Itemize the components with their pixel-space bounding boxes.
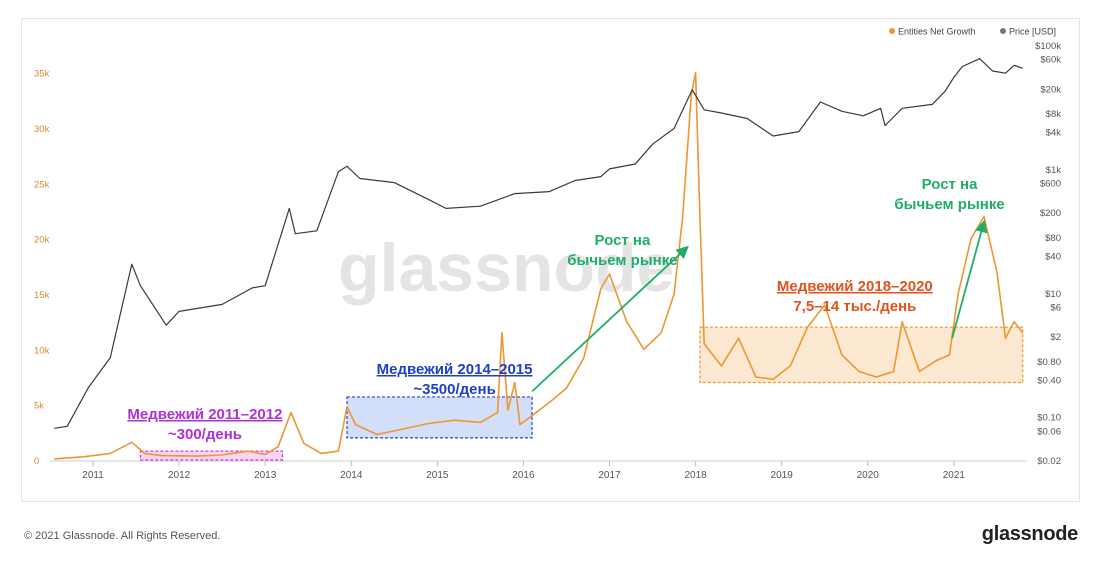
y-right-tick-label: $6 — [1050, 303, 1061, 314]
y-left-tick-label: 15k — [34, 290, 50, 301]
y-right-tick-label: $8k — [1046, 109, 1062, 120]
y-left-tick-label: 30k — [34, 124, 50, 135]
bear-2011-line1: Медвежий 2011–2012 — [127, 406, 282, 423]
arrow-2021 — [951, 219, 988, 339]
y-right-tick-label: $0.02 — [1037, 456, 1061, 467]
y-right-tick-label: $2 — [1050, 332, 1061, 343]
y-right-tick-label: $600 — [1040, 179, 1061, 190]
y-left-tick-label: 25k — [34, 179, 50, 190]
y-right-tick-label: $20k — [1040, 84, 1061, 95]
y-left-tick-label: 5k — [34, 401, 44, 412]
x-tick-label: 2013 — [254, 470, 277, 481]
y-right-tick-label: $4k — [1046, 128, 1062, 139]
x-tick-label: 2015 — [426, 470, 449, 481]
watermark-text: glassnode — [338, 230, 674, 306]
y-right-tick-label: $0.80 — [1037, 357, 1061, 368]
bull-2017-line1: Рост на — [594, 232, 651, 249]
x-tick-label: 2012 — [168, 470, 191, 481]
y-right-tick-label: $80 — [1045, 233, 1061, 244]
y-right-tick-label: $40 — [1045, 252, 1061, 263]
x-tick-label: 2016 — [512, 470, 535, 481]
x-tick-label: 2011 — [82, 470, 104, 481]
x-tick-label: 2019 — [771, 470, 794, 481]
bear-2011-line2: ~300/день — [168, 426, 242, 443]
copyright-text: © 2021 Glassnode. All Rights Reserved. — [24, 530, 221, 542]
y-right-tick-label: $0.06 — [1037, 426, 1061, 437]
bull-2017-line2: бычьем рынке — [567, 252, 677, 269]
y-right-tick-label: $0.10 — [1037, 413, 1061, 424]
chart-frame: glassnode 0 5k 10k 15k 20k 25k 30k 35k $0.02 $0.06… — [21, 18, 1080, 502]
x-tick-label: 2014 — [340, 470, 363, 481]
bear-2018-line1: Медвежий 2018–2020 — [777, 278, 933, 295]
legend-label: Entities Net Growth — [898, 27, 976, 37]
x-tick-label: 2021 — [943, 470, 966, 481]
y-right-tick-label: $100k — [1035, 41, 1061, 52]
y-left-tick-label: 0 — [34, 456, 39, 467]
bull-2021-line2: бычьем рынке — [894, 196, 1004, 213]
y-right-tick-label: $60k — [1040, 55, 1061, 66]
y-right-tick-label: $0.40 — [1037, 375, 1061, 386]
y-right-tick-label: $200 — [1040, 208, 1061, 219]
chart-svg: glassnode 0 5k 10k 15k 20k 25k 30k 35k $0.02 $0.06… — [34, 27, 1062, 482]
bear-2014-line1: Медвежий 2014–2015 — [377, 361, 533, 378]
price-line — [54, 58, 1023, 429]
x-tick-label: 2017 — [598, 470, 621, 481]
box-2014 — [346, 396, 533, 439]
bear-2018-line2: 7,5–14 тыс./день — [793, 298, 916, 315]
box-2018 — [699, 326, 1024, 384]
y-right-tick-label: $10 — [1045, 289, 1061, 300]
y-right-tick-label: $1k — [1046, 165, 1062, 176]
bear-2014-line2: ~3500/день — [413, 381, 495, 398]
y-left-tick-label: 35k — [34, 69, 50, 80]
y-left-tick-label: 10k — [34, 345, 50, 356]
y-left-tick-label: 20k — [34, 235, 50, 246]
x-tick-label: 2020 — [857, 470, 880, 481]
growth-line — [54, 71, 1024, 460]
brand-logo: glassnode — [981, 523, 1079, 545]
legend-dot — [1000, 28, 1006, 34]
x-tick-label: 2018 — [684, 470, 707, 481]
legend-label: Price [USD] — [1009, 27, 1056, 37]
arrow-2017 — [531, 245, 689, 393]
legend-dot — [889, 28, 895, 34]
bull-2021-line1: Рост на — [922, 176, 979, 193]
